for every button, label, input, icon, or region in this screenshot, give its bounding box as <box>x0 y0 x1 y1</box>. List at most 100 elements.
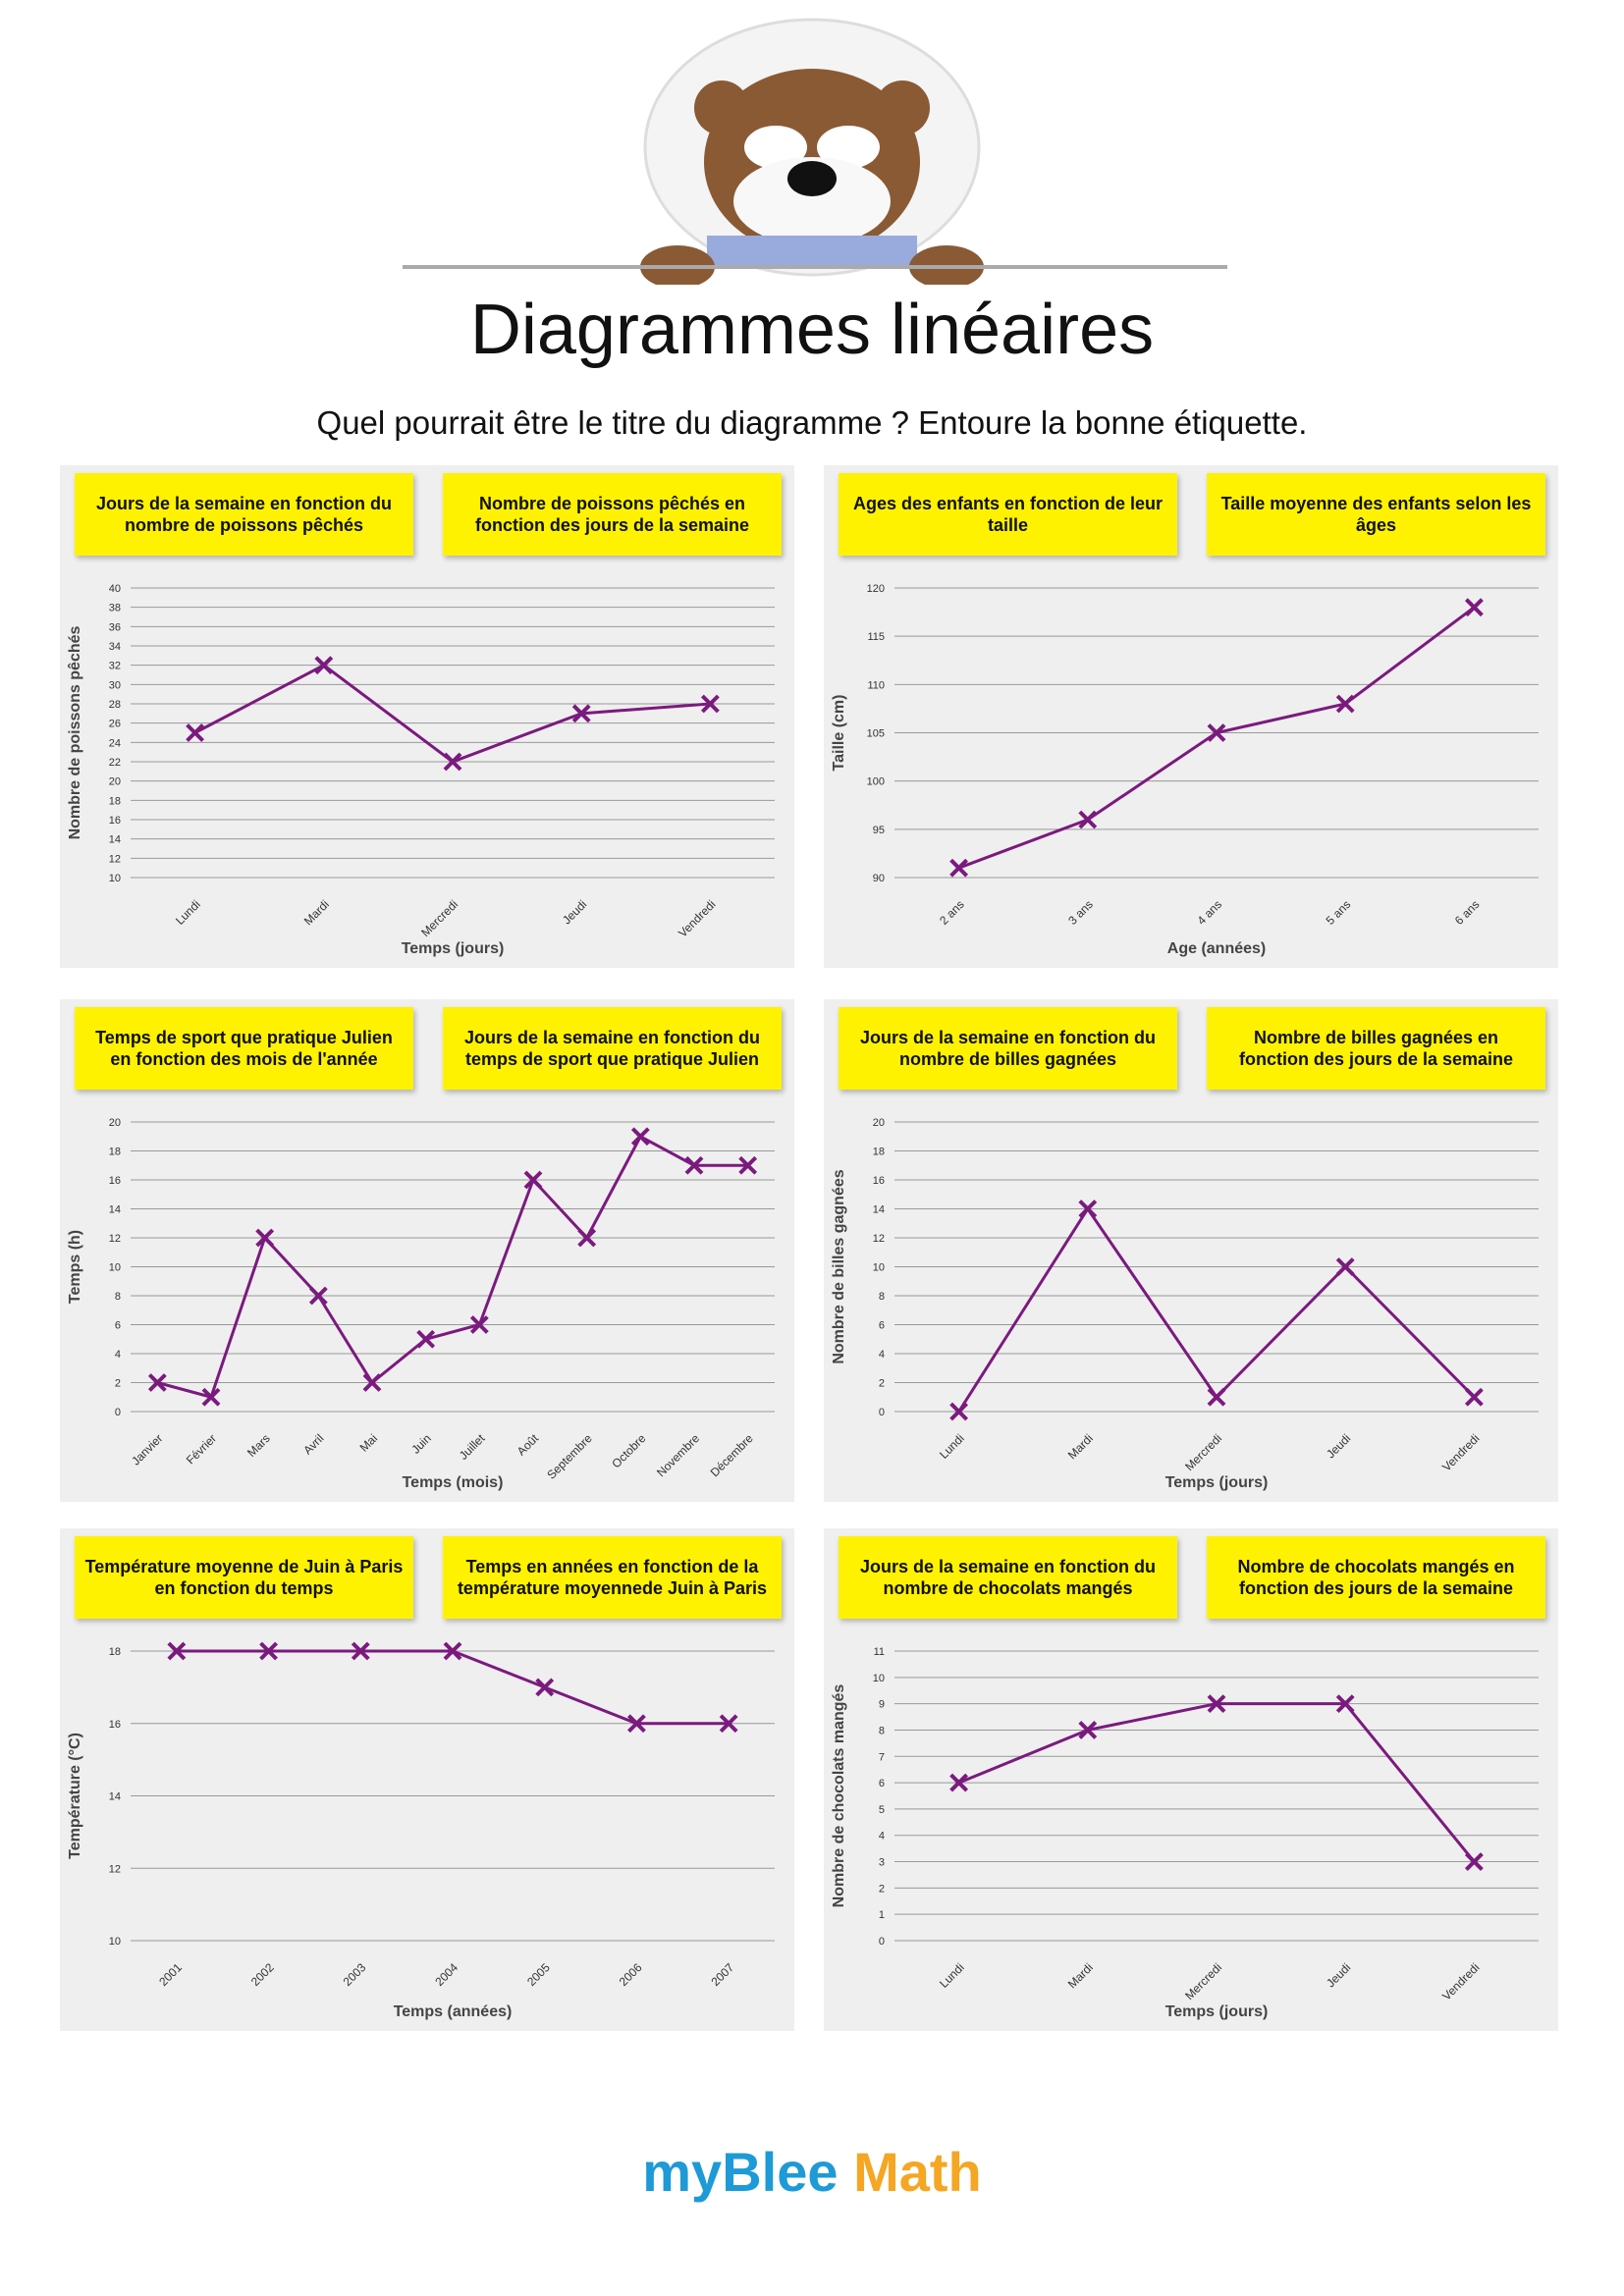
data-point <box>1464 1387 1484 1407</box>
data-point <box>1464 1852 1484 1871</box>
y-tick-label: 26 <box>109 719 121 730</box>
y-axis-label: Température (°C) <box>67 1733 83 1859</box>
y-tick-label: 8 <box>879 1725 885 1736</box>
data-line <box>176 1649 730 1726</box>
data-point <box>1207 1694 1226 1714</box>
x-tick-label: 2004 <box>432 1960 460 1989</box>
data-point <box>443 752 462 772</box>
x-tick-label: 2 ans <box>937 897 967 928</box>
data-point <box>314 656 334 675</box>
y-tick-label: 0 <box>115 1407 121 1418</box>
x-tick-label: Vendredi <box>1439 1431 1482 1473</box>
data-point <box>1078 1721 1098 1739</box>
data-point <box>255 1228 275 1248</box>
x-tick-label: Jeudi <box>560 897 589 927</box>
x-tick-label: 2002 <box>248 1960 277 1989</box>
y-tick-label: 90 <box>873 873 885 884</box>
y-axis-label: Temps (h) <box>67 1230 83 1304</box>
x-tick-label: Septembre <box>544 1431 595 1482</box>
y-tick-label: 20 <box>109 1117 121 1129</box>
y-tick-label: 12 <box>873 1233 885 1245</box>
y-tick-label: 10 <box>873 1262 885 1274</box>
data-point <box>684 1155 704 1175</box>
data-point <box>571 704 591 723</box>
y-tick-label: 11 <box>874 1646 885 1658</box>
title-option[interactable]: Jours de la semaine en fonction du temps… <box>443 1007 782 1090</box>
data-point <box>627 1714 646 1734</box>
x-tick-label: Lundi <box>173 897 203 928</box>
y-tick-label: 12 <box>109 1863 121 1875</box>
y-tick-label: 1 <box>879 1909 885 1921</box>
chart: 0 2 4 6 8 10 12 14 16 18 20 Lundi Mardi Mercredi Jeudi… <box>831 1117 1539 1491</box>
data-point <box>577 1228 597 1248</box>
title-option[interactable]: Jours de la semaine en fonction du nombr… <box>839 1007 1177 1090</box>
data-point <box>1078 1200 1098 1218</box>
y-tick-label: 20 <box>109 776 121 788</box>
y-tick-label: 6 <box>115 1320 121 1332</box>
y-tick-label: 5 <box>879 1804 885 1816</box>
y-axis-label: Nombre de billes gagnées <box>831 1169 847 1363</box>
chart: 0 2 4 6 8 10 12 14 16 18 20 Janvier Février Mars Avril… <box>67 1117 775 1491</box>
data-point <box>1207 1387 1226 1407</box>
y-tick-label: 2 <box>115 1378 121 1390</box>
data-point <box>147 1373 167 1392</box>
x-tick-label: 2001 <box>156 1960 185 1989</box>
title-option[interactable]: Ages des enfants en fonction de leur tai… <box>839 473 1177 556</box>
y-tick-label: 38 <box>109 603 121 614</box>
y-tick-label: 4 <box>879 1349 885 1361</box>
x-tick-label: Lundi <box>937 1431 967 1462</box>
title-option[interactable]: Nombre de chocolats mangés en fonction d… <box>1207 1536 1545 1619</box>
title-option[interactable]: Temps de sport que pratique Julien en fo… <box>75 1007 413 1090</box>
x-tick-label: Mercredi <box>418 897 460 939</box>
title-option[interactable]: Température moyenne de Juin à Paris en f… <box>75 1536 413 1619</box>
y-tick-label: 12 <box>109 1233 121 1245</box>
y-axis-label: Taille (cm) <box>831 695 847 772</box>
title-option[interactable]: Jours de la semaine en fonction du nombr… <box>839 1536 1177 1619</box>
y-tick-label: 0 <box>879 1407 885 1418</box>
data-point <box>1464 598 1484 617</box>
data-point <box>1335 694 1355 714</box>
data-point <box>630 1127 650 1147</box>
x-tick-label: Janvier <box>129 1431 165 1468</box>
data-line <box>156 1134 748 1400</box>
x-tick-label: Mercredi <box>1182 1960 1224 2002</box>
y-tick-label: 10 <box>873 1673 885 1684</box>
x-axis-label: Temps (jours) <box>1165 1474 1269 1491</box>
title-option[interactable]: Jours de la semaine en fonction du nombr… <box>75 473 413 556</box>
data-point <box>201 1387 221 1407</box>
y-tick-label: 16 <box>109 815 121 827</box>
x-tick-label: Vendredi <box>676 897 718 939</box>
y-tick-label: 10 <box>109 873 121 884</box>
chart-panel: Temps de sport que pratique Julien en fo… <box>60 999 794 1502</box>
x-tick-label: Mardi <box>1065 1960 1096 1991</box>
data-point <box>949 858 969 878</box>
y-tick-label: 16 <box>109 1719 121 1731</box>
chart: 90 95 100 105 110 115 120 2 ans 3 ans 4 ans 5 ans 6… <box>831 583 1539 957</box>
y-tick-label: 20 <box>873 1117 885 1129</box>
y-tick-label: 2 <box>879 1378 885 1390</box>
x-tick-label: 3 ans <box>1065 897 1096 928</box>
title-option[interactable]: Nombre de billes gagnées en fonction des… <box>1207 1007 1545 1090</box>
y-tick-label: 6 <box>879 1320 885 1332</box>
title-option[interactable]: Taille moyenne des enfants selon les âge… <box>1207 473 1545 556</box>
y-tick-label: 7 <box>879 1751 885 1763</box>
title-option[interactable]: Temps en années en fonction de la tempér… <box>443 1536 782 1619</box>
data-point <box>1335 1257 1355 1276</box>
title-option[interactable]: Nombre de poissons pêchés en fonction de… <box>443 473 782 556</box>
x-tick-label: 4 ans <box>1194 897 1224 928</box>
x-tick-label: 2006 <box>617 1960 645 1989</box>
y-tick-label: 6 <box>879 1778 885 1789</box>
data-point <box>700 694 720 714</box>
y-tick-label: 14 <box>109 834 121 846</box>
y-tick-label: 8 <box>115 1291 121 1303</box>
y-tick-label: 28 <box>109 699 121 711</box>
data-point <box>1207 723 1226 742</box>
x-tick-label: 2003 <box>341 1960 369 1989</box>
x-tick-label: Mai <box>357 1431 381 1455</box>
x-tick-label: Jeudi <box>1324 1960 1353 1990</box>
y-tick-label: 24 <box>109 737 121 749</box>
y-tick-label: 14 <box>873 1204 885 1216</box>
y-tick-label: 30 <box>109 679 121 691</box>
y-tick-label: 16 <box>873 1175 885 1187</box>
